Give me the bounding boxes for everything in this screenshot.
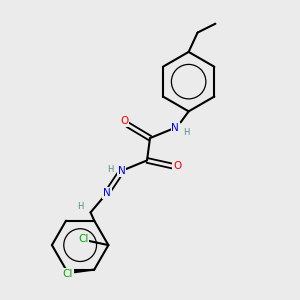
Text: Cl: Cl <box>78 234 88 244</box>
Text: H: H <box>77 202 83 211</box>
Text: N: N <box>103 188 111 198</box>
Text: N: N <box>118 166 126 176</box>
Text: H: H <box>107 165 114 174</box>
Text: O: O <box>173 161 182 171</box>
Text: H: H <box>183 128 190 137</box>
Text: N: N <box>171 123 179 133</box>
Text: O: O <box>120 116 128 126</box>
Text: Cl: Cl <box>62 269 73 279</box>
